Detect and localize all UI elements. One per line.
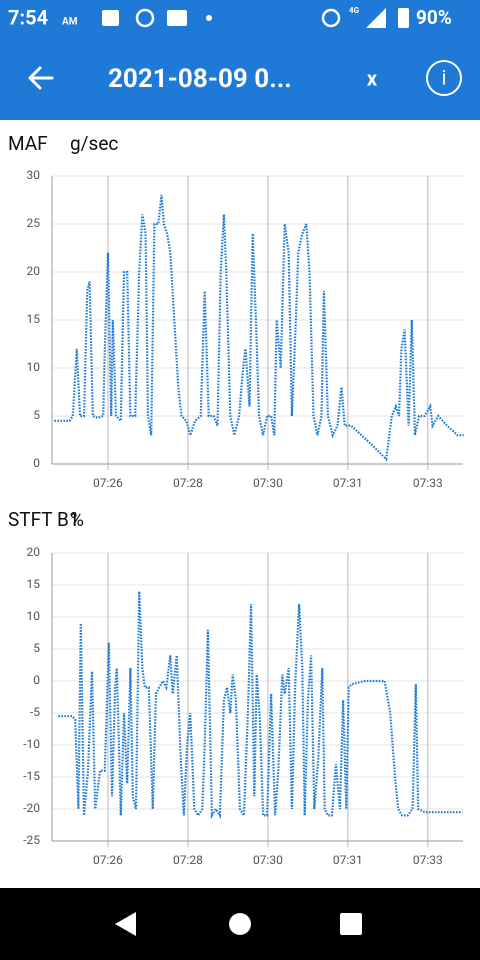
app-title: 2021-08-09 0...	[108, 64, 292, 94]
y-tick-label: 5	[33, 641, 40, 655]
y-tick-label: -10	[23, 737, 40, 751]
info-button[interactable]	[426, 60, 462, 96]
x-tick-label: 07:26	[93, 476, 123, 490]
gallery-icon	[102, 10, 119, 26]
x-tick-label: 07:30	[253, 853, 283, 867]
back-button[interactable]	[28, 66, 54, 90]
x-tick-label: 07:33	[413, 853, 443, 867]
y-tick-label: -25	[23, 833, 40, 847]
y-tick-label: -5	[30, 705, 40, 719]
y-tick-label: 10	[27, 360, 41, 374]
alarm-icon-right	[321, 8, 341, 28]
y-tick-label: -15	[23, 769, 40, 783]
nav-recents[interactable]	[340, 913, 362, 935]
info-label: i	[442, 65, 447, 89]
y-tick-label: 10	[27, 609, 41, 623]
signal-icon	[366, 8, 386, 28]
chart-title: STFT B1	[8, 508, 80, 531]
chart-unit: g/sec	[70, 132, 118, 155]
x-tick-label: 07:31	[333, 853, 363, 867]
mail-icon	[167, 10, 187, 26]
y-tick-label: 0	[33, 456, 40, 470]
y-tick-label: 20	[27, 264, 41, 278]
x-tick-label: 07:28	[173, 853, 203, 867]
y-tick-label: 15	[27, 312, 41, 326]
status-time: 7:54	[8, 5, 48, 29]
battery-icon	[398, 8, 409, 28]
data-line	[58, 591, 463, 820]
more-dot	[206, 15, 212, 21]
status-ampm: AM	[62, 17, 78, 28]
nav-home[interactable]	[229, 913, 251, 935]
y-tick-label: 30	[27, 168, 41, 182]
battery-level: 90%	[416, 6, 452, 29]
x-tick-label: 07:33	[413, 476, 443, 490]
x-tick-label: 07:31	[333, 476, 363, 490]
nav-back[interactable]	[115, 912, 136, 936]
x-tick-label: 07:30	[253, 476, 283, 490]
alarm-icon	[135, 8, 155, 28]
close-button[interactable]: x	[367, 66, 378, 90]
y-tick-label: 20	[27, 545, 41, 559]
y-tick-label: 0	[33, 673, 40, 687]
chart-title: MAF	[8, 132, 48, 155]
y-tick-label: 25	[27, 216, 41, 230]
network-type: 4G	[349, 6, 360, 15]
x-tick-label: 07:28	[173, 476, 203, 490]
chart-unit: %	[70, 508, 84, 531]
data-line	[54, 195, 464, 462]
y-tick-label: 5	[33, 408, 40, 422]
x-tick-label: 07:26	[93, 853, 123, 867]
y-tick-label: 15	[27, 577, 41, 591]
y-tick-label: -20	[23, 801, 40, 815]
